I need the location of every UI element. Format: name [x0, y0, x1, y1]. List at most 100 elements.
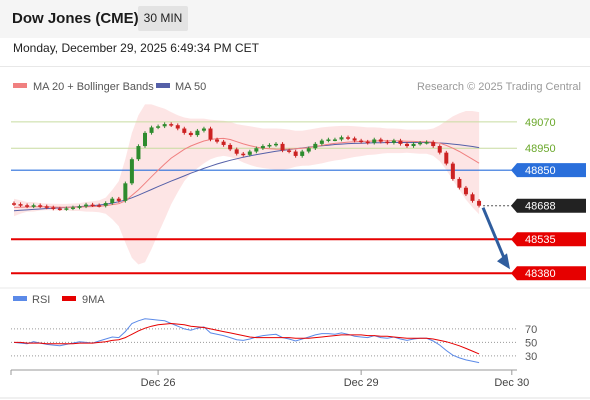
- level-48850-tag: [511, 163, 586, 178]
- candle-body: [477, 200, 482, 206]
- forecast-arrow-shaft: [481, 207, 507, 261]
- candle-body: [346, 137, 351, 139]
- candle-body: [110, 198, 115, 204]
- candle: [18, 202, 23, 208]
- candle-body: [326, 139, 331, 141]
- candle: [129, 157, 134, 186]
- candle: [391, 138, 396, 145]
- candle: [241, 151, 246, 157]
- candle-body: [444, 152, 449, 164]
- rsi-level-70-label: 70: [525, 324, 537, 336]
- candle-body: [70, 207, 75, 209]
- candle-body: [405, 143, 409, 147]
- candle-body: [418, 142, 423, 145]
- chart-datetime: Monday, December 29, 2025 6:49:34 PM CET: [13, 41, 259, 55]
- candle: [110, 196, 115, 205]
- candle-body: [339, 137, 344, 140]
- candle-body: [352, 138, 357, 141]
- candle-body: [450, 163, 455, 179]
- ma50-legend-swatch: [156, 83, 170, 88]
- candle-body: [156, 126, 161, 128]
- candle: [136, 144, 141, 161]
- candle-body: [365, 141, 370, 144]
- x-axis: Dec 26 Dec 29 Dec 30: [10, 370, 529, 389]
- candle: [195, 128, 200, 137]
- ma20-legend-swatch: [13, 83, 27, 88]
- candle-body: [260, 146, 265, 149]
- candle-body: [319, 140, 324, 144]
- candle-body: [149, 127, 154, 133]
- candle: [378, 137, 383, 144]
- candle-body: [411, 143, 416, 147]
- candle: [123, 181, 128, 203]
- candle: [280, 142, 285, 153]
- candle-body: [306, 148, 311, 152]
- ma20-legend-label: MA 20 + Bollinger Bands: [33, 81, 154, 93]
- candle-body: [77, 206, 82, 208]
- candle: [215, 137, 220, 144]
- candle-body: [175, 125, 180, 129]
- candle-body: [103, 203, 108, 206]
- candle-body: [84, 204, 89, 207]
- candle: [64, 206, 69, 211]
- candle-body: [208, 128, 213, 140]
- candle-body: [463, 187, 468, 195]
- forecast-arrow-head: [497, 253, 510, 270]
- timeframe-button[interactable]: 30 MIN: [138, 6, 188, 31]
- candle-body: [44, 206, 49, 208]
- rsi-legend-swatch: [13, 296, 27, 301]
- instrument-title: Dow Jones (CME): [12, 10, 139, 27]
- candle: [38, 203, 43, 209]
- candle: [208, 126, 213, 142]
- level-48380-label: 48380: [525, 268, 556, 280]
- candle: [339, 135, 344, 142]
- candle: [77, 204, 82, 210]
- candle-body: [457, 178, 462, 188]
- level-49070-label: 49070: [525, 117, 556, 129]
- candle-body: [431, 142, 436, 147]
- level-48688-label: 48688: [525, 201, 556, 213]
- candle-body: [228, 144, 233, 150]
- research-credit: Research © 2025 Trading Central: [417, 81, 581, 93]
- candle-body: [470, 194, 475, 201]
- candle: [169, 122, 174, 127]
- candle: [385, 139, 390, 145]
- candle-body: [18, 204, 23, 206]
- candle-body: [64, 208, 69, 210]
- candle-body: [116, 198, 121, 201]
- candle-body: [201, 128, 206, 131]
- candle: [260, 144, 265, 150]
- candle-body: [378, 139, 383, 142]
- header-bar: Dow Jones (CME) 30 MIN: [0, 0, 590, 38]
- level-48535-tag: [511, 232, 586, 247]
- candle: [319, 138, 324, 146]
- candle-body: [188, 132, 193, 136]
- candle: [463, 185, 468, 197]
- candle-body: [129, 159, 134, 184]
- candle-body: [162, 124, 167, 127]
- candle: [346, 135, 351, 141]
- bollinger-band-fill: [14, 104, 480, 265]
- forecast-arrow: [481, 207, 510, 270]
- candle-body: [372, 139, 377, 143]
- candle-body: [195, 130, 200, 136]
- candle: [372, 137, 377, 145]
- candle: [326, 137, 331, 143]
- candle-body: [437, 146, 442, 153]
- candle: [201, 126, 206, 133]
- candle: [418, 141, 423, 146]
- candle: [405, 142, 409, 148]
- candle: [431, 140, 436, 148]
- candle-body: [313, 143, 318, 149]
- bollinger-bands: [14, 104, 480, 265]
- x-tick-label: Dec 30: [494, 377, 529, 389]
- candle-body: [182, 128, 187, 133]
- candle: [247, 149, 252, 157]
- candle: [313, 142, 318, 150]
- candle: [182, 126, 187, 135]
- candle: [287, 148, 292, 154]
- candle: [470, 192, 475, 203]
- candle-body: [247, 151, 252, 155]
